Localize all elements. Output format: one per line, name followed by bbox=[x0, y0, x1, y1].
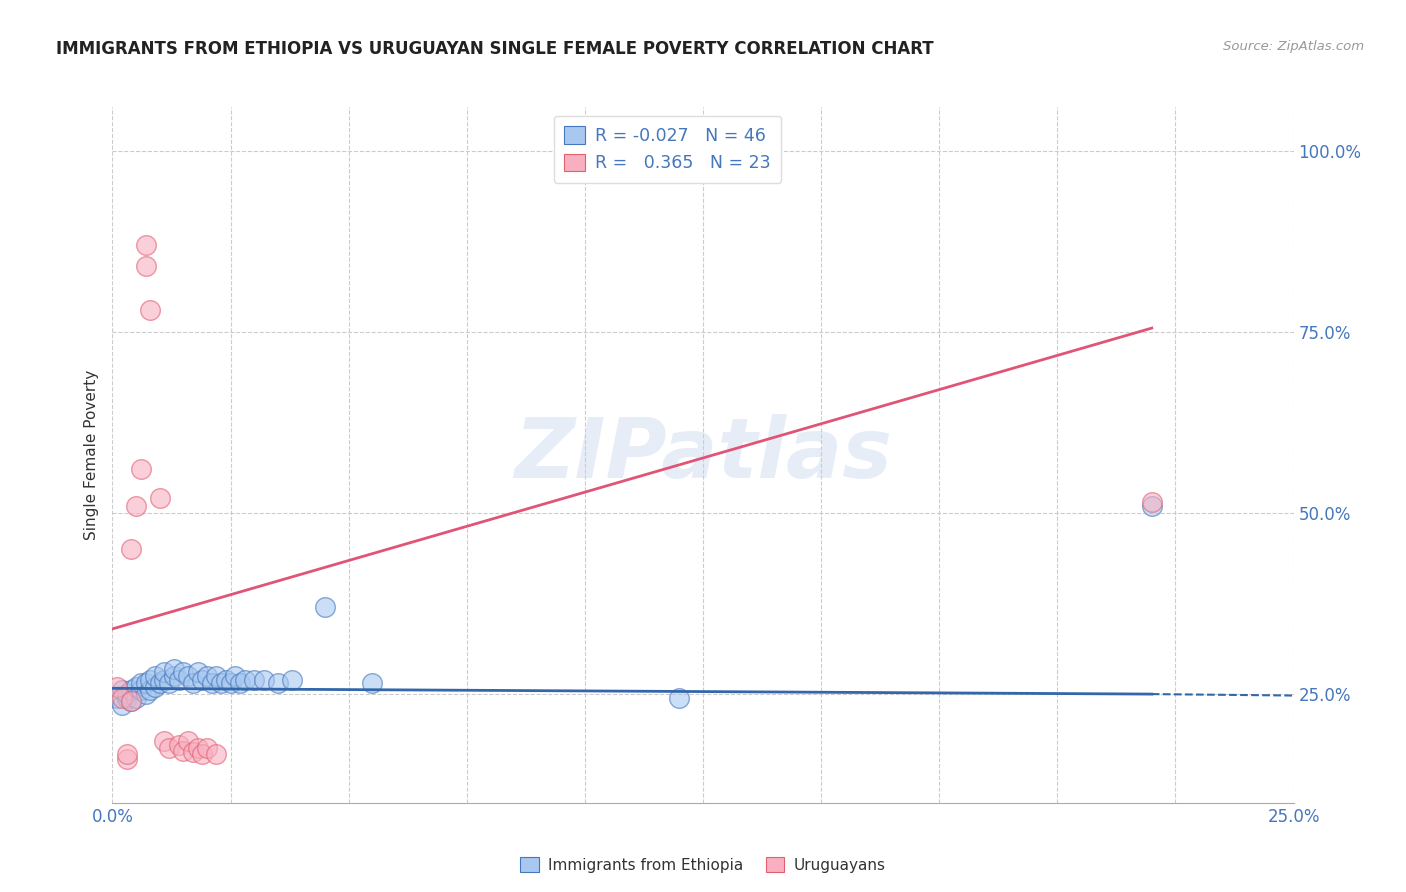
Point bbox=[120, 694, 142, 708]
Point bbox=[215, 673, 238, 687]
Point bbox=[135, 676, 157, 690]
Point bbox=[139, 683, 162, 698]
Point bbox=[111, 698, 134, 712]
Point bbox=[253, 673, 276, 687]
Point bbox=[153, 665, 176, 680]
Text: ZIPatlas: ZIPatlas bbox=[515, 415, 891, 495]
Point bbox=[281, 673, 304, 687]
Point bbox=[111, 683, 134, 698]
Point bbox=[191, 673, 214, 687]
Point bbox=[111, 690, 134, 705]
Point bbox=[181, 745, 204, 759]
Point bbox=[195, 669, 218, 683]
Point bbox=[135, 260, 157, 274]
Point bbox=[135, 687, 157, 701]
Point bbox=[243, 673, 266, 687]
Point bbox=[129, 462, 152, 476]
Point bbox=[129, 683, 152, 698]
Point bbox=[153, 734, 176, 748]
Point bbox=[201, 676, 224, 690]
Point bbox=[668, 690, 690, 705]
Point bbox=[135, 237, 157, 252]
Point bbox=[139, 673, 162, 687]
Point bbox=[177, 734, 200, 748]
Point bbox=[163, 662, 186, 676]
Point bbox=[219, 676, 242, 690]
Point bbox=[139, 303, 162, 318]
Y-axis label: Single Female Poverty: Single Female Poverty bbox=[83, 370, 98, 540]
Point bbox=[167, 673, 190, 687]
Point bbox=[267, 676, 290, 690]
Text: IMMIGRANTS FROM ETHIOPIA VS URUGUAYAN SINGLE FEMALE POVERTY CORRELATION CHART: IMMIGRANTS FROM ETHIOPIA VS URUGUAYAN SI… bbox=[56, 40, 934, 58]
Point bbox=[153, 673, 176, 687]
Point bbox=[177, 669, 200, 683]
Point bbox=[229, 676, 252, 690]
Point bbox=[224, 669, 246, 683]
Point bbox=[120, 694, 142, 708]
Point bbox=[157, 741, 180, 756]
Point bbox=[105, 690, 128, 705]
Point bbox=[1140, 495, 1163, 509]
Point bbox=[1140, 499, 1163, 513]
Point bbox=[157, 676, 180, 690]
Point bbox=[120, 542, 142, 557]
Point bbox=[167, 738, 190, 752]
Point bbox=[191, 747, 214, 761]
Point bbox=[149, 491, 172, 506]
Point bbox=[129, 676, 152, 690]
Point bbox=[163, 669, 186, 683]
Legend: Immigrants from Ethiopia, Uruguayans: Immigrants from Ethiopia, Uruguayans bbox=[515, 850, 891, 879]
Point bbox=[172, 665, 194, 680]
Point bbox=[115, 747, 138, 761]
Point bbox=[143, 669, 166, 683]
Text: Source: ZipAtlas.com: Source: ZipAtlas.com bbox=[1223, 40, 1364, 54]
Point bbox=[205, 669, 228, 683]
Point bbox=[186, 741, 208, 756]
Point bbox=[209, 676, 232, 690]
Point bbox=[314, 600, 336, 615]
Point bbox=[186, 665, 208, 680]
Point bbox=[172, 744, 194, 758]
Point bbox=[115, 752, 138, 766]
Point bbox=[233, 673, 256, 687]
Point bbox=[149, 676, 172, 690]
Point bbox=[125, 680, 148, 694]
Point bbox=[115, 687, 138, 701]
Point bbox=[115, 690, 138, 705]
Point bbox=[105, 680, 128, 694]
Point bbox=[143, 680, 166, 694]
Point bbox=[125, 499, 148, 513]
Point bbox=[195, 741, 218, 756]
Point bbox=[361, 676, 384, 690]
Point bbox=[181, 676, 204, 690]
Point bbox=[120, 683, 142, 698]
Point bbox=[205, 747, 228, 761]
Point bbox=[125, 690, 148, 705]
